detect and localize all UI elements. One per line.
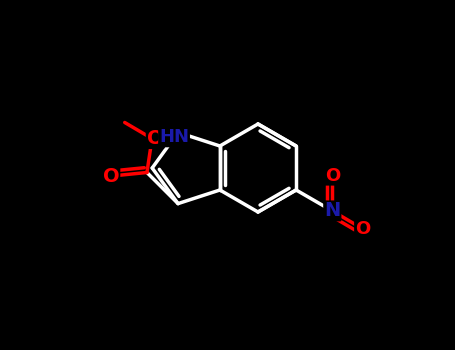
Text: O: O [355, 220, 370, 238]
Text: O: O [103, 167, 119, 186]
Text: HN: HN [159, 128, 189, 146]
Text: N: N [324, 201, 340, 220]
Text: O: O [325, 167, 340, 185]
Text: O: O [147, 129, 163, 148]
